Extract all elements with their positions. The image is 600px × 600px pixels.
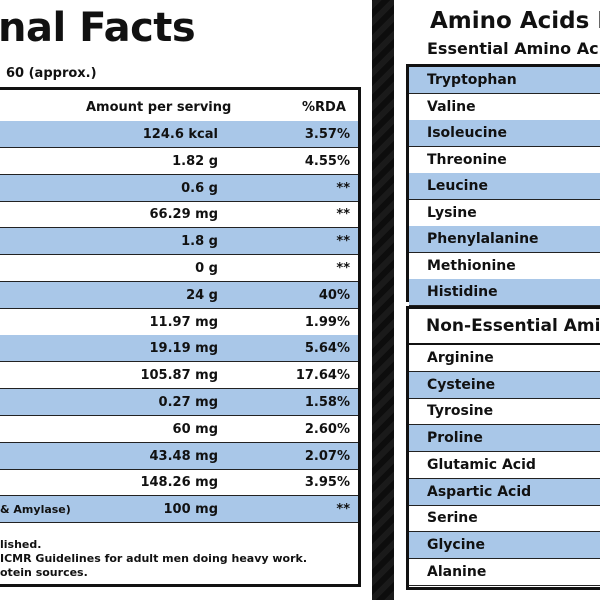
amino-name: Lysine bbox=[427, 204, 477, 221]
rda-value: 4.55% bbox=[304, 153, 350, 169]
note-line: lished. bbox=[0, 538, 42, 551]
rda-value: 3.95% bbox=[304, 475, 350, 491]
rda-value: ** bbox=[336, 207, 350, 223]
nutrition-row: 24 g 40% bbox=[0, 281, 358, 309]
amount-value: 0.6 g bbox=[181, 180, 218, 196]
rda-value: ** bbox=[336, 180, 350, 196]
amino-row: Glutamic Acid bbox=[409, 452, 600, 479]
amino-name: Glycine bbox=[427, 536, 485, 553]
nutrition-row: 105.87 mg 17.64% bbox=[0, 362, 358, 390]
rda-column-header: %RDA bbox=[302, 100, 346, 115]
amount-value: 1.82 g bbox=[172, 153, 218, 169]
amino-row: Methionine bbox=[409, 253, 600, 280]
rda-value: ** bbox=[336, 261, 350, 276]
amount-value: 0 g bbox=[195, 261, 218, 276]
amount-value: 0.27 mg bbox=[158, 395, 218, 410]
amino-name: Histidine bbox=[427, 284, 498, 300]
nutrition-row: 66.29 mg ** bbox=[0, 201, 358, 229]
amino-row: Histidine bbox=[409, 279, 600, 306]
amount-value: 105.87 mg bbox=[140, 368, 218, 384]
non-essential-title: Non-Essential Amin bbox=[426, 316, 600, 336]
rda-value: 17.64% bbox=[295, 368, 350, 384]
rda-value: ** bbox=[336, 502, 350, 518]
nutrient-name: & Amylase) bbox=[0, 503, 71, 517]
amino-row: Aspartic Acid bbox=[409, 478, 600, 506]
amino-name: Threonine bbox=[427, 151, 507, 168]
amount-value: 43.48 mg bbox=[149, 448, 219, 464]
nutrition-facts-panel: nal Facts 60 (approx.) Amount per servin… bbox=[0, 0, 372, 600]
amount-value: 11.97 mg bbox=[149, 314, 219, 330]
amount-value: 66.29 mg bbox=[149, 207, 219, 223]
nutrition-row: 1.82 g 4.55% bbox=[0, 148, 358, 175]
nutrition-table-header: Amount per serving %RDA bbox=[0, 94, 358, 123]
amino-name: Arginine bbox=[427, 350, 494, 366]
amino-row: Arginine bbox=[409, 345, 600, 372]
amino-name: Aspartic Acid bbox=[427, 483, 532, 500]
amino-name: Serine bbox=[427, 510, 478, 527]
nutrition-row: 0 g ** bbox=[0, 255, 358, 282]
amount-value: 19.19 mg bbox=[149, 341, 219, 357]
amino-row: Alanine bbox=[409, 559, 600, 586]
amino-acids-panel: Amino Acids I Essential Amino Ac Tryptop… bbox=[394, 0, 600, 600]
amino-row: Threonine bbox=[409, 147, 600, 174]
amino-name: Proline bbox=[427, 430, 483, 447]
amino-name: Alanine bbox=[427, 563, 487, 580]
divider bbox=[409, 343, 600, 345]
amino-row: Leucine bbox=[409, 173, 600, 200]
amino-row: Lysine bbox=[409, 200, 600, 227]
amino-row: Glycine bbox=[409, 531, 600, 559]
nutrition-table-border bbox=[0, 87, 361, 587]
servings-text: 60 (approx.) bbox=[6, 66, 97, 81]
note-line: otein sources. bbox=[0, 566, 88, 579]
non-essential-box bbox=[406, 306, 600, 590]
rda-value: 1.99% bbox=[304, 314, 350, 330]
rda-value: 40% bbox=[318, 287, 350, 303]
amino-name: Tryptophan bbox=[427, 72, 517, 88]
amino-row: Tryptophan bbox=[409, 67, 600, 94]
rda-value: 5.64% bbox=[304, 341, 350, 357]
amino-name: Cysteine bbox=[427, 376, 496, 393]
essential-subtitle: Essential Amino Ac bbox=[427, 39, 599, 58]
amino-row: Isoleucine bbox=[409, 120, 600, 147]
nutrition-row: 1.8 g ** bbox=[0, 228, 358, 256]
rda-value: 1.58% bbox=[304, 395, 350, 410]
nutrition-row: & Amylase) 100 mg ** bbox=[0, 496, 358, 524]
amount-value: 24 g bbox=[186, 287, 218, 303]
amino-title: Amino Acids I bbox=[430, 8, 600, 34]
nutrition-row: 0.6 g ** bbox=[0, 174, 358, 202]
amino-name: Isoleucine bbox=[427, 125, 507, 141]
nutrition-row: 11.97 mg 1.99% bbox=[0, 309, 358, 336]
note-line: ICMR Guidelines for adult men doing heav… bbox=[0, 552, 308, 565]
amino-row: Phenylalanine bbox=[409, 226, 600, 253]
amount-value: 148.26 mg bbox=[140, 475, 218, 491]
amino-name: Methionine bbox=[427, 257, 516, 274]
amino-row: Proline bbox=[409, 425, 600, 453]
amino-name: Leucine bbox=[427, 178, 488, 194]
amino-row: Cysteine bbox=[409, 371, 600, 399]
amino-name: Phenylalanine bbox=[427, 231, 539, 247]
amount-value: 124.6 kcal bbox=[142, 127, 218, 142]
amino-row: Valine bbox=[409, 94, 600, 121]
rda-value: 2.07% bbox=[304, 448, 350, 464]
nutrition-row: 60 mg 2.60% bbox=[0, 416, 358, 443]
amount-value: 1.8 g bbox=[181, 234, 218, 250]
rda-value: 2.60% bbox=[304, 421, 350, 437]
rda-value: 3.57% bbox=[304, 127, 350, 142]
amino-row: Tyrosine bbox=[409, 398, 600, 426]
amount-column-header: Amount per serving bbox=[86, 100, 232, 115]
amino-name: Valine bbox=[427, 98, 476, 115]
amino-name: Glutamic Acid bbox=[427, 456, 536, 473]
amount-value: 60 mg bbox=[172, 421, 218, 437]
nutrition-row: 0.27 mg 1.58% bbox=[0, 389, 358, 416]
amount-value: 100 mg bbox=[163, 502, 218, 518]
nutrition-row: 124.6 kcal 3.57% bbox=[0, 121, 358, 148]
amino-name: Tyrosine bbox=[427, 403, 494, 420]
nutrition-row: 148.26 mg 3.95% bbox=[0, 469, 358, 497]
nutrition-notes: lished. ICMR Guidelines for adult men do… bbox=[0, 538, 307, 580]
nutrition-title: nal Facts bbox=[0, 5, 196, 51]
nutrition-row: 19.19 mg 5.64% bbox=[0, 335, 358, 363]
nutrition-row: 43.48 mg 2.07% bbox=[0, 442, 358, 470]
rda-value: ** bbox=[336, 234, 350, 250]
amino-row: Serine bbox=[409, 505, 600, 533]
